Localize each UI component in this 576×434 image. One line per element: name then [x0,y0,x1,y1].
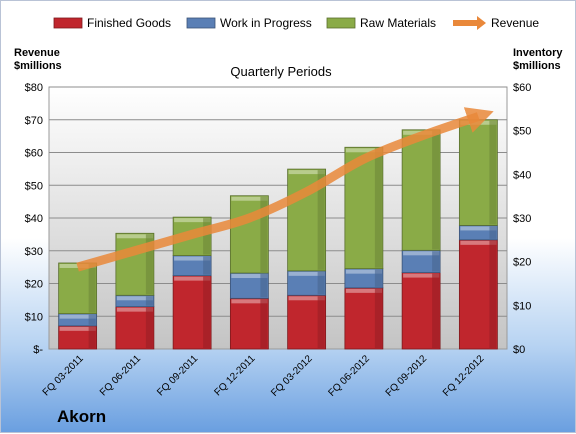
right-axis-title-line-1: Inventory [513,47,563,59]
right-tick-label: $60 [513,82,531,94]
bar-segment-work-in-progress [115,294,155,308]
bar-segment-raw-materials [115,232,155,296]
bar-segment-work-in-progress [344,268,384,289]
legend-item: Revenue [453,16,539,30]
bars [58,119,498,350]
left-axis-title-line-2: $millions [14,60,62,72]
legend-item: Raw Materials [326,16,436,30]
chart-title: Quarterly Periods [230,64,332,79]
right-tick-label: $50 [513,126,531,138]
bar-segment-work-in-progress [458,225,498,241]
legend-item: Work in Progress [186,16,312,30]
bar-segment-finished-goods [401,272,441,350]
legend-item: Finished Goods [53,16,171,30]
legend-swatch [326,17,356,29]
bar-segment-work-in-progress [58,313,98,327]
legend: Finished Goods Work in Progress Raw Materi… [53,16,539,30]
legend-swatch [53,17,83,29]
bar-segment-finished-goods [229,297,269,350]
category-label: FQ 12-2011 [213,353,258,398]
category-label: FQ 09-2012 [384,353,430,399]
revenue-series-line [76,107,494,272]
category-label: FQ 03-2012 [269,353,315,399]
right-axis-title-line-2: $millions [513,60,561,72]
left-tick-label: $50 [25,180,43,192]
left-tick-label: $80 [25,82,43,94]
right-tick-label: $40 [513,169,531,181]
bar-segment-raw-materials [401,129,441,251]
right-tick-label: $0 [513,344,525,356]
bar-segment-work-in-progress [229,272,269,299]
left-axis-title-line-1: Revenue [14,47,60,59]
right-axis-title: Inventory $millions [513,47,563,73]
left-tick-label: $30 [25,246,43,258]
right-tick-label: $10 [513,300,531,312]
bar-segment-finished-goods [287,294,327,350]
category-label: FQ 03-2011 [41,353,86,398]
legend-swatch [477,16,486,30]
bar-segment-finished-goods [344,287,384,350]
bar-segment-finished-goods [58,325,98,350]
right-tick-label: $20 [513,257,531,269]
legend-label: Revenue [491,16,539,30]
category-label: FQ 06-2012 [326,353,372,399]
category-label: FQ 09-2011 [155,353,200,398]
bar-segment-raw-materials [229,195,269,274]
left-tick-label: $- [33,344,43,356]
left-tick-label: $70 [25,115,43,127]
left-tick-label: $60 [25,148,43,160]
bar-segment-raw-materials [458,119,498,226]
bar-segment-raw-materials [58,262,98,315]
legend-label: Raw Materials [360,16,436,30]
bar-segment-finished-goods [458,239,498,350]
bar-segment-finished-goods [115,306,155,350]
revenue-line [76,107,494,272]
left-axis-title: Revenue $millions [14,47,62,73]
category-label: FQ 12-2012 [441,353,487,399]
bar-segment-raw-materials [344,146,384,270]
legend-swatch [186,17,216,29]
bar-segment-work-in-progress [401,249,441,273]
legend-label: Finished Goods [87,16,171,30]
bar-segment-finished-goods [172,275,212,350]
category-label: FQ 06-2011 [98,353,143,398]
right-tick-label: $30 [513,213,531,225]
left-tick-label: $20 [25,279,43,291]
left-tick-label: $10 [25,311,43,323]
company-name: Akorn [57,407,107,426]
legend-label: Work in Progress [220,16,312,30]
bar-segment-work-in-progress [172,255,212,277]
bar-segment-work-in-progress [287,270,327,296]
left-tick-label: $40 [25,213,43,225]
